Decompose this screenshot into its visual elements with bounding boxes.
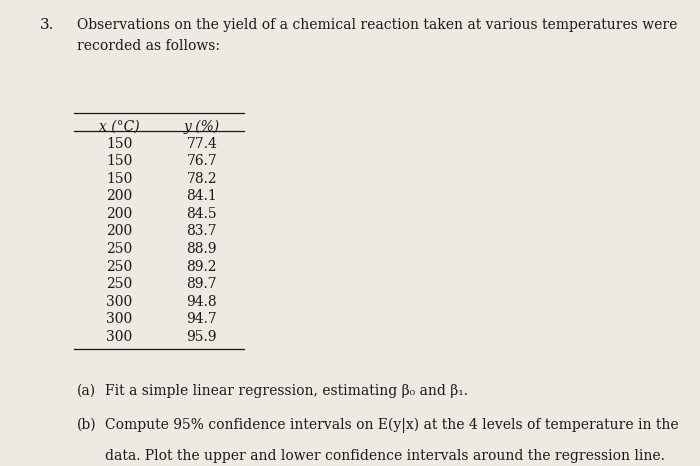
Text: 94.8: 94.8 — [186, 295, 217, 308]
Text: 150: 150 — [106, 137, 132, 151]
Text: 84.1: 84.1 — [186, 190, 217, 204]
Text: (b): (b) — [77, 418, 97, 432]
Text: 95.9: 95.9 — [187, 329, 217, 343]
Text: y (%): y (%) — [184, 120, 220, 134]
Text: 89.2: 89.2 — [187, 260, 217, 274]
Text: 76.7: 76.7 — [186, 154, 217, 168]
Text: x (°C): x (°C) — [99, 120, 140, 134]
Text: Observations on the yield of a chemical reaction taken at various temperatures w: Observations on the yield of a chemical … — [77, 19, 677, 53]
Text: 300: 300 — [106, 295, 132, 308]
Text: 300: 300 — [106, 329, 132, 343]
Text: 250: 250 — [106, 260, 132, 274]
Text: 150: 150 — [106, 172, 132, 186]
Text: 94.7: 94.7 — [186, 312, 217, 326]
Text: 88.9: 88.9 — [187, 242, 217, 256]
Text: 200: 200 — [106, 225, 132, 239]
Text: 250: 250 — [106, 277, 132, 291]
Text: Fit a simple linear regression, estimating β₀ and β₁.: Fit a simple linear regression, estimati… — [105, 384, 468, 397]
Text: 78.2: 78.2 — [186, 172, 217, 186]
Text: 150: 150 — [106, 154, 132, 168]
Text: 250: 250 — [106, 242, 132, 256]
Text: 89.7: 89.7 — [186, 277, 217, 291]
Text: Compute 95% confidence intervals on E(y|x) at the 4 levels of temperature in the: Compute 95% confidence intervals on E(y|… — [105, 418, 679, 433]
Text: (a): (a) — [77, 384, 96, 397]
Text: 77.4: 77.4 — [186, 137, 217, 151]
Text: data. Plot the upper and lower confidence intervals around the regression line.: data. Plot the upper and lower confidenc… — [105, 449, 665, 464]
Text: 84.5: 84.5 — [186, 207, 217, 221]
Text: 83.7: 83.7 — [186, 225, 217, 239]
Text: 3.: 3. — [40, 19, 54, 33]
Text: 200: 200 — [106, 207, 132, 221]
Text: 300: 300 — [106, 312, 132, 326]
Text: 200: 200 — [106, 190, 132, 204]
